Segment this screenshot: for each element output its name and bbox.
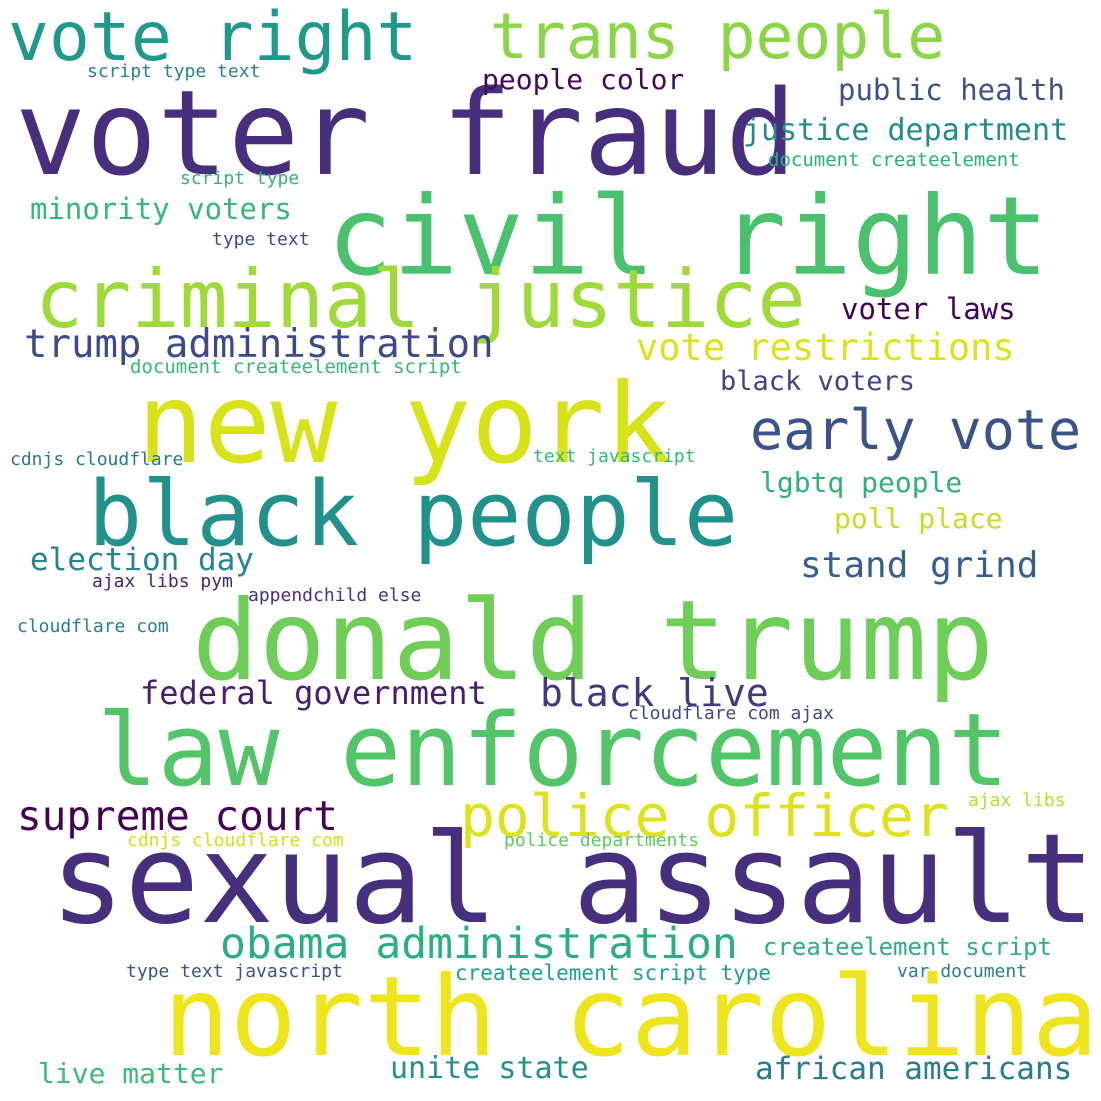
word-live-matter: live matter xyxy=(38,1057,224,1090)
word-trump-administration: trump administration xyxy=(24,322,494,367)
word-var-document: var document xyxy=(897,961,1028,982)
word-public-health: public health xyxy=(838,73,1065,107)
word-obama-administration: obama administration xyxy=(220,919,738,969)
word-vote-restrictions: vote restrictions xyxy=(636,326,1015,369)
word-criminal-justice: criminal justice xyxy=(35,253,806,346)
word-type-text: type text xyxy=(212,229,310,250)
word-script-type: script type xyxy=(180,168,300,189)
word-createelement-script-type: createelement script type xyxy=(455,961,772,985)
word-type-text-javascript: type text javascript xyxy=(126,961,343,982)
word-document-createelement-script: document createelement script xyxy=(130,356,462,378)
word-appendchild-else: appendchild else xyxy=(248,585,422,606)
word-justice-department: justice department xyxy=(743,113,1069,148)
word-cloudflare-com-ajax: cloudflare com ajax xyxy=(628,703,834,724)
word-federal-government: federal government xyxy=(140,674,487,712)
word-createelement-script: createelement script xyxy=(763,933,1052,961)
word-trans-people: trans people xyxy=(490,0,946,73)
word-black-live: black live xyxy=(540,671,769,715)
word-minority-voters: minority voters xyxy=(30,192,292,226)
word-election-day: election day xyxy=(30,542,254,578)
word-civil-right: civil right xyxy=(327,173,1049,300)
word-new-york: new york xyxy=(137,360,672,489)
word-cdnjs-cloudflare-com: cdnjs cloudflare com xyxy=(127,830,344,851)
word-early-vote: early vote xyxy=(750,398,1082,462)
word-text-javascript: text javascript xyxy=(533,446,696,467)
word-law-enforcement: law enforcement xyxy=(97,691,1010,809)
word-vote-right: vote right xyxy=(8,0,418,77)
word-supreme-court: supreme court xyxy=(17,792,338,840)
word-donald-trump: donald trump xyxy=(192,577,994,706)
word-voter-laws: voter laws xyxy=(841,292,1016,326)
word-script-type-text: script type text xyxy=(87,61,261,82)
word-police-officer: police officer xyxy=(460,782,949,850)
word-cloudflare-com: cloudflare com xyxy=(17,616,169,637)
word-sexual-assault: sexual assault xyxy=(50,808,1096,952)
word-voter-fraud: voter fraud xyxy=(15,64,797,202)
word-document-createelement: document createelement xyxy=(768,149,1020,171)
word-stand-grind: stand grind xyxy=(800,545,1039,586)
word-people-color: people color xyxy=(482,63,685,96)
word-poll-place: poll place xyxy=(834,502,1003,535)
word-lgbtq-people: lgbtq people xyxy=(760,466,963,499)
word-black-voters: black voters xyxy=(720,366,916,397)
word-ajax-libs: ajax libs xyxy=(968,790,1066,811)
word-cdnjs-cloudflare: cdnjs cloudflare xyxy=(10,449,184,470)
word-black-people: black people xyxy=(88,462,739,567)
word-unite-state: unite state xyxy=(390,1051,589,1086)
word-african-americans: african americans xyxy=(755,1051,1073,1087)
word-north-carolina: north carolina xyxy=(163,953,1099,1082)
word-ajax-libs-pym: ajax libs pym xyxy=(92,571,233,592)
word-police-departments: police departments xyxy=(504,830,700,851)
